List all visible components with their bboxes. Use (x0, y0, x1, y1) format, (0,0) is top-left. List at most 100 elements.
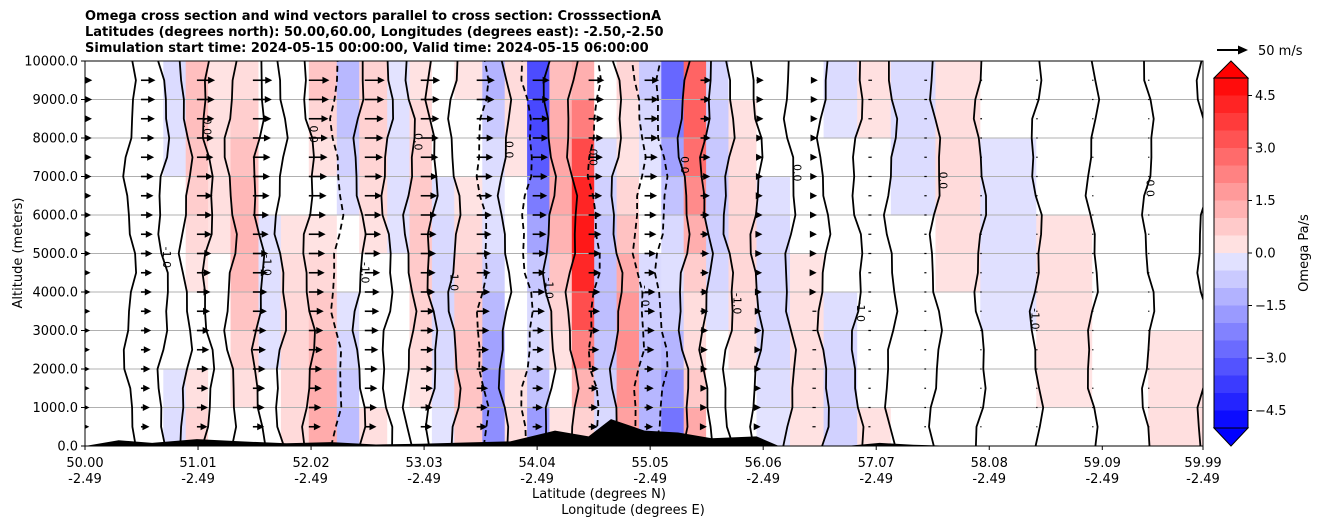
wind-vector-head (376, 115, 384, 123)
omega-cell (706, 138, 730, 178)
contour-line (177, 61, 194, 446)
wind-vector-head (427, 307, 435, 315)
contour-line (1028, 61, 1045, 446)
omega-cell (594, 138, 618, 178)
omega-cell (661, 61, 685, 101)
wind-vector-head (374, 211, 382, 219)
wind-vector-head (593, 288, 601, 296)
wind-vector-head (593, 269, 601, 277)
wind-vector-head (538, 269, 546, 277)
omega-cell (706, 292, 730, 332)
omega-cell (571, 253, 595, 293)
omega-cell (823, 61, 858, 101)
omega-cell (1092, 138, 1149, 178)
wind-vector-head (753, 423, 761, 431)
omega-cell (1092, 61, 1149, 101)
x-tick-label-lon: -2.49 (633, 472, 667, 487)
wind-vector-head (755, 211, 763, 219)
contour-line (223, 61, 238, 446)
wind-vector-head (651, 134, 659, 142)
omega-cell (208, 215, 232, 255)
colorbar-segment (1214, 358, 1248, 376)
y-axis-ticks: 0.0 1000.0 2000.0 3000.0 4000.0 5000.0 6000.0 7… (24, 55, 85, 455)
reference-vector-label: 50 m/s (1258, 44, 1303, 59)
wind-vector-head (315, 365, 323, 373)
wind-vector-head (646, 404, 654, 411)
omega-cell (504, 330, 528, 370)
wind-vector-head (369, 404, 377, 411)
omega-cell (336, 99, 360, 139)
omega-cell (756, 369, 791, 409)
colorbar-segment (1214, 165, 1248, 184)
colorbar-tick-label: 3.0 (1255, 142, 1276, 157)
colorbar-tick-label: 4.5 (1255, 89, 1276, 104)
omega-cell (280, 330, 310, 370)
wind-vector-head (432, 96, 440, 103)
contour-label: 0.0 (412, 133, 425, 151)
x-tick-label-lat: 59.99 (1184, 456, 1221, 471)
omega-cell (85, 99, 131, 139)
wind-vector-head (429, 250, 437, 257)
wind-vector-head (258, 384, 266, 392)
omega-cell (85, 330, 131, 370)
contour-line (928, 61, 943, 446)
omega-cell (935, 176, 981, 216)
wind-vector-head (754, 307, 762, 315)
omega-cell (616, 99, 640, 139)
wind-vector-head (542, 76, 550, 84)
omega-cell (616, 292, 640, 332)
terrain-profile (85, 419, 1203, 446)
wind-vector-head (85, 153, 92, 161)
omega-cell (980, 215, 1037, 255)
wind-vector-head (203, 307, 211, 315)
omega-cell (1092, 176, 1149, 216)
omega-cell (208, 253, 232, 293)
colorbar: 4.5 3.0 1.5 0.0 −1.5 −3.0 −4.5 (1212, 60, 1287, 447)
omega-cell (504, 176, 528, 216)
omega-cell (571, 61, 595, 101)
colorbar-segment (1214, 235, 1248, 254)
wind-vector-head (371, 346, 379, 354)
omega-cell (980, 407, 1037, 446)
omega-cell (280, 138, 310, 178)
omega-cell (683, 176, 707, 216)
wind-vector-head (539, 250, 547, 257)
wind-vector-head (809, 269, 817, 277)
colorbar-tick-label: −4.5 (1255, 404, 1287, 419)
omega-cell (431, 292, 455, 332)
omega-cell (482, 99, 506, 139)
contour-label: 0.0 (1143, 179, 1156, 197)
contour-label: 0.0 (201, 118, 214, 135)
wind-vector-head (318, 230, 326, 238)
omega-cell (163, 176, 187, 216)
wind-vector-head (649, 211, 657, 219)
wind-vector-head (537, 327, 545, 334)
wind-vector-head (701, 327, 709, 334)
wind-vector-head (756, 153, 764, 161)
omega-cell (728, 176, 758, 216)
wind-vector-head (206, 173, 214, 180)
wind-vector-head (542, 96, 550, 103)
omega-cell (431, 330, 455, 370)
contour-line (882, 61, 899, 446)
contour-label: 0.0 (791, 164, 804, 182)
wind-vector-head (145, 269, 153, 277)
omega-cell (594, 215, 618, 255)
reference-vector: 50 m/s (1217, 44, 1303, 59)
wind-vector-head (700, 365, 708, 373)
omega-cell (1148, 176, 1203, 216)
wind-vector-head (704, 96, 712, 103)
omega-cell (85, 61, 131, 101)
wind-vector-head (480, 423, 488, 431)
wind-vector-head (480, 404, 488, 411)
wind-vector-head (204, 230, 212, 238)
omega-cell (431, 369, 455, 409)
colorbar-segment (1214, 113, 1248, 131)
wind-vector-head (482, 307, 490, 315)
wind-vector-head (538, 288, 546, 296)
wind-vector-head (316, 307, 324, 315)
wind-vector-head (145, 250, 153, 257)
omega-cell (728, 215, 758, 255)
omega-cell (857, 61, 892, 101)
wind-vector-head (430, 211, 438, 219)
